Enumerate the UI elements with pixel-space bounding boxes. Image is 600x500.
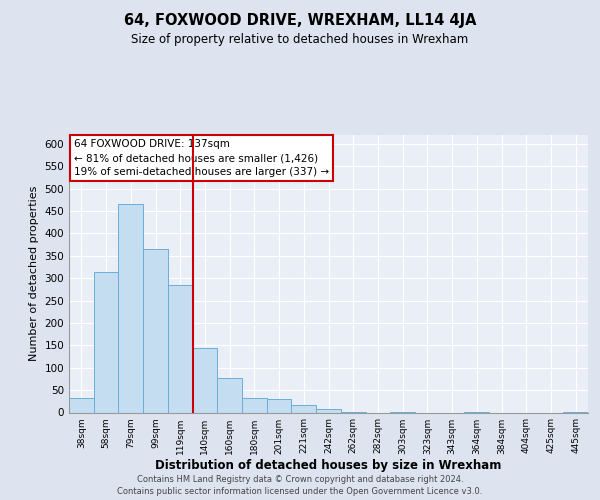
Bar xyxy=(94,272,118,412)
Text: 64, FOXWOOD DRIVE, WREXHAM, LL14 4JA: 64, FOXWOOD DRIVE, WREXHAM, LL14 4JA xyxy=(124,12,476,28)
Bar xyxy=(143,249,168,412)
Bar xyxy=(292,405,316,412)
Text: Contains HM Land Registry data © Crown copyright and database right 2024.: Contains HM Land Registry data © Crown c… xyxy=(137,475,463,484)
Text: Size of property relative to detached houses in Wrexham: Size of property relative to detached ho… xyxy=(131,32,469,46)
Bar xyxy=(217,378,242,412)
Bar xyxy=(118,204,143,412)
Bar xyxy=(316,410,341,412)
Y-axis label: Number of detached properties: Number of detached properties xyxy=(29,186,39,362)
X-axis label: Distribution of detached houses by size in Wrexham: Distribution of detached houses by size … xyxy=(155,460,502,472)
Bar xyxy=(168,285,193,412)
Bar xyxy=(69,398,94,412)
Bar xyxy=(242,398,267,412)
Bar xyxy=(267,399,292,412)
Text: Contains public sector information licensed under the Open Government Licence v3: Contains public sector information licen… xyxy=(118,487,482,496)
Bar xyxy=(193,348,217,412)
Text: 64 FOXWOOD DRIVE: 137sqm
← 81% of detached houses are smaller (1,426)
19% of sem: 64 FOXWOOD DRIVE: 137sqm ← 81% of detach… xyxy=(74,139,329,177)
